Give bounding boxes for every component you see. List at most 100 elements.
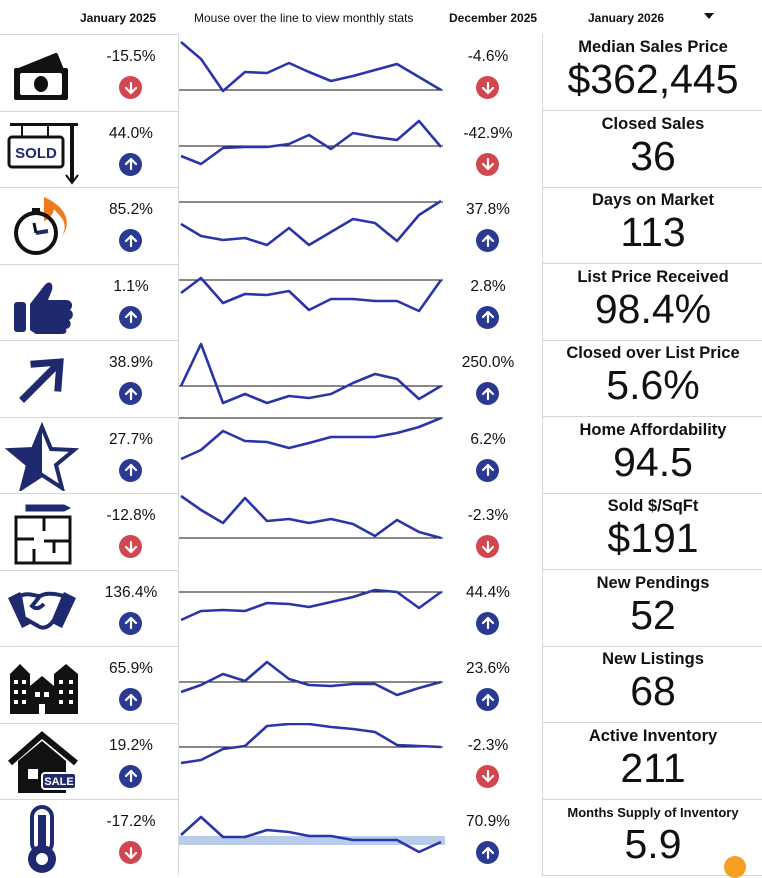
month-change-pct: -2.3% [467,507,509,524]
arrow-up-icon [476,611,499,635]
arrow-up-icon [119,152,142,176]
arrow-down-icon [119,76,142,99]
metric-card: List Price Received 98.4% [542,263,762,341]
metric-label: List Price Received [577,267,729,286]
metric-card: Sold $/SqFt $191 [542,493,762,570]
sparkline-chart[interactable] [178,493,445,569]
row-divider [0,722,178,724]
sparkline-chart[interactable] [178,416,445,493]
arrow-up-icon [476,382,499,405]
metric-value: 5.9 [624,821,682,867]
sparkline-path [180,815,442,854]
month-change-pct: 70.9% [466,813,510,830]
month-change-pct: -2.3% [467,736,509,754]
metric-label: New Pendings [596,573,710,592]
year-change-pct: 44.0% [109,124,153,142]
year-change-pct: 1.1% [113,277,149,295]
sparkline-chart[interactable] [178,110,445,187]
row-divider [0,416,178,418]
metric-label: Median Sales Price [578,38,728,56]
arrow-up-icon [119,229,142,252]
sparkline-chart[interactable] [178,569,445,646]
row-divider [0,187,178,188]
metric-label: Active Inventory [588,726,718,745]
sparkline-path [180,494,442,540]
arrow-up-icon [476,688,499,711]
year-change-pct: 85.2% [109,201,153,218]
sparkline-chart[interactable] [178,722,445,799]
metric-card: Months Supply of Inventory 5.9 [542,799,762,876]
metric-label: Sold $/SqFt [607,497,699,515]
svg-text:SOLD: SOLD [15,145,57,162]
metric-value: 98.4% [594,285,712,332]
floor-plan-icon [4,497,80,567]
sparkline-path [180,276,443,312]
sparkline-path [180,416,442,460]
sparkline-chart[interactable] [178,263,445,340]
sparkline-chart[interactable] [178,34,445,110]
header: January 2025 Mouse over the line to view… [0,0,762,34]
month-change-pct: 2.8% [470,277,506,295]
arrow-down-icon [476,76,499,99]
metric-row: SOLD 44.0% -42.9% Closed Sales 36 [0,110,762,188]
row-divider [0,569,178,571]
metric-label: Home Affordability [579,420,727,439]
arrow-up-icon [119,458,142,482]
metric-value: 68 [630,668,676,714]
sparkline-path [180,199,442,247]
metric-value: 113 [620,209,686,255]
sparkline-chart[interactable] [178,340,445,416]
metric-row: 136.4% 44.4% New Pendings 52 [0,569,762,647]
metric-value: 36 [630,132,676,179]
year-change-pct: -15.5% [106,48,156,65]
metric-label: Days on Market [592,191,714,209]
metric-row: 85.2% 37.8% Days on Market 113 [0,187,762,264]
metric-row: 1.1% 2.8% List Price Received 98.4% [0,263,762,341]
sold-sign-icon: SOLD [4,115,80,185]
year-change-pct: -17.2% [106,813,156,830]
houses-icon [4,650,80,720]
year-change-pct: -12.8% [106,507,156,524]
month-change-pct: -4.6% [467,48,509,65]
sparkline-path [180,119,442,165]
metric-card: Closed Sales 36 [542,110,762,188]
metric-card: Closed over List Price 5.6% [542,340,762,417]
sparkline-chart[interactable] [178,187,445,263]
year-change-pct: 27.7% [109,430,153,448]
arrow-up-icon [476,458,499,482]
row-divider [0,799,178,800]
metric-row: -12.8% -2.3% Sold $/SqFt $191 [0,493,762,570]
money-icon [4,38,80,108]
sparkline-chart[interactable] [178,799,445,875]
month-change-pct: 44.4% [466,583,510,601]
thumbs-up-icon [4,268,80,338]
row-divider [0,493,178,494]
month-change-pct: -42.9% [463,124,513,142]
thermometer-icon [4,803,80,873]
sparkline-chart[interactable] [178,646,445,722]
year-change-pct: 19.2% [109,736,153,754]
help-badge-icon[interactable] [724,856,746,878]
hover-hint: Mouse over the line to view monthly stat… [194,11,414,25]
house-sale-icon: SALE [4,727,80,797]
row-divider [0,110,178,112]
metric-card: Days on Market 113 [542,187,762,264]
sparkline-path [180,660,442,697]
row-divider [0,34,178,35]
row-divider [0,263,178,265]
metric-label: New Listings [602,650,704,668]
metric-card: Median Sales Price $362,445 [542,34,762,111]
arrow-up-icon [476,229,499,252]
chevron-down-icon[interactable] [704,13,714,19]
arrow-up-icon [119,305,142,329]
month-change-pct: 23.6% [466,660,510,677]
month-select[interactable]: January 2026 [588,11,665,25]
metric-row: 38.9% 250.0% Closed over List Price 5.6% [0,340,762,417]
metric-card: New Listings 68 [542,646,762,723]
handshake-icon [4,574,80,644]
metric-value: $191 [607,515,699,561]
sparkline-path [179,342,442,405]
arrow-up-icon [119,382,142,405]
metric-value: $362,445 [567,56,739,102]
metric-value: 94.5 [613,438,693,485]
